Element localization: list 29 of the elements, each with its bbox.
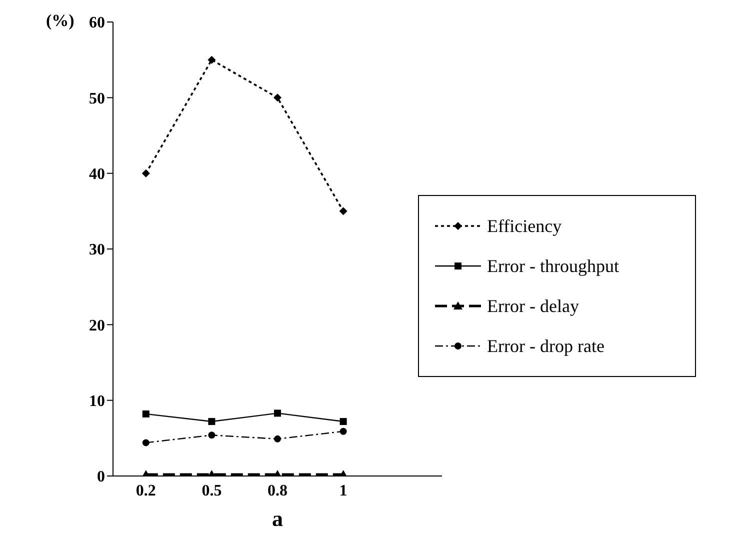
- legend-label: Error - delay: [487, 296, 579, 316]
- x-axis-title: a: [272, 506, 283, 531]
- y-tick-label: 10: [89, 393, 105, 410]
- x-tick-label: 1: [339, 482, 348, 500]
- y-tick-label: 50: [89, 90, 105, 108]
- point: [208, 418, 216, 426]
- point: [142, 410, 150, 418]
- y-tick-label: 20: [89, 317, 105, 334]
- point: [208, 432, 216, 439]
- x-tick-label: 0.5: [202, 482, 222, 500]
- point: [208, 56, 216, 64]
- y-axis-title: (%): [46, 11, 74, 30]
- legend-label: Efficiency: [487, 216, 562, 236]
- x-tick-label: 0.8: [268, 482, 288, 500]
- point: [274, 94, 282, 102]
- y-tick-label: 40: [89, 166, 105, 184]
- legend-label: Error - throughput: [487, 256, 619, 276]
- point: [340, 428, 347, 435]
- point: [274, 435, 281, 442]
- legend-label: Error - drop rate: [487, 336, 604, 356]
- point: [142, 169, 150, 178]
- point: [142, 439, 150, 446]
- y-tick-label: 0: [97, 468, 105, 486]
- y-tick-label: 60: [89, 14, 105, 32]
- point: [339, 207, 348, 216]
- point: [274, 410, 281, 417]
- x-tick-label: 0.2: [136, 482, 156, 500]
- y-tick-label: 30: [89, 242, 105, 259]
- point: [340, 418, 347, 426]
